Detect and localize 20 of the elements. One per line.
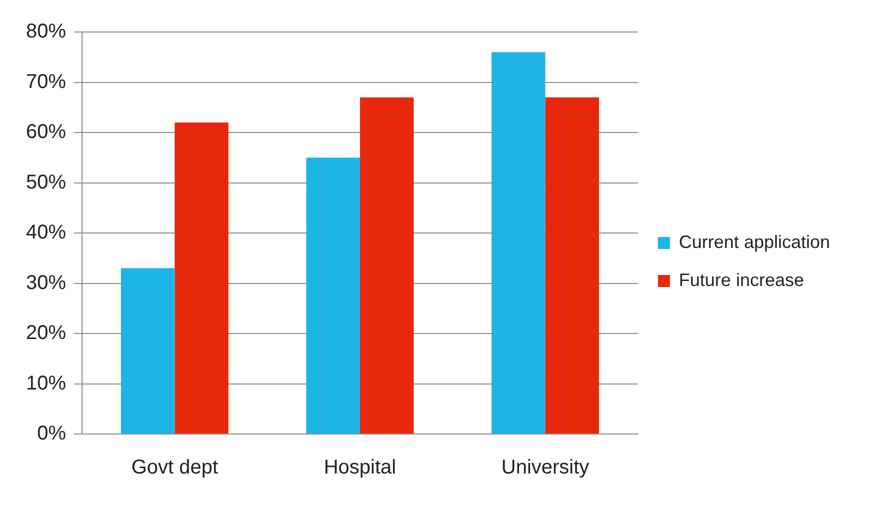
- y-tick-label: 40%: [26, 222, 66, 244]
- bar: [492, 52, 546, 434]
- bar: [174, 122, 228, 434]
- y-tick-label: 0%: [37, 422, 66, 445]
- y-tick-label: 20%: [26, 322, 66, 344]
- x-tick-label: University: [501, 456, 590, 479]
- bar: [120, 268, 175, 434]
- y-tick-label: 70%: [26, 70, 66, 93]
- y-tick-label: 80%: [26, 20, 66, 43]
- x-tick-label: Govt dept: [131, 456, 218, 479]
- legend-label: Current application: [678, 232, 830, 252]
- bar: [360, 97, 414, 434]
- x-tick-label: Hospital: [324, 456, 396, 479]
- bar: [545, 97, 600, 434]
- legend-label: Future increase: [678, 270, 804, 290]
- bar: [306, 158, 360, 434]
- y-tick-label: 60%: [26, 121, 66, 144]
- y-tick-label: 10%: [26, 372, 66, 394]
- y-tick-label: 30%: [26, 272, 66, 294]
- y-tick-label: 50%: [26, 171, 66, 194]
